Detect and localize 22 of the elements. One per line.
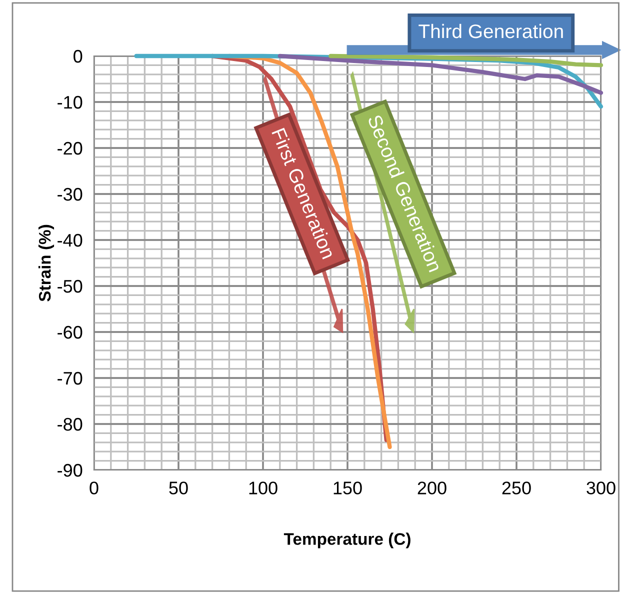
line-series	[328, 54, 604, 68]
y-tick-label: -80	[58, 418, 82, 431]
y-tick-label: -30	[58, 188, 82, 201]
x-tick-label: 150	[334, 482, 362, 494]
x-tick-label: 200	[418, 482, 446, 494]
y-tick-label: -20	[58, 142, 82, 155]
y-tick-label: -40	[58, 234, 82, 247]
line-series	[278, 54, 604, 95]
y-tick-label: -90	[58, 464, 82, 477]
x-tick-label: 100	[249, 482, 278, 494]
x-tick-label: 250	[502, 482, 531, 494]
x-axis-title: Temperature (C)	[284, 532, 410, 548]
text: Third Generation	[418, 24, 563, 38]
y-tick-label: -50	[58, 280, 82, 293]
x-tick-label: 300	[586, 482, 616, 494]
y-axis-title: Strain (%)	[38, 224, 54, 302]
y-tick-label: -60	[58, 326, 82, 339]
x-tick-label: 50	[169, 482, 188, 494]
y-tick-label: -70	[58, 372, 82, 385]
y-tick-label: 0	[74, 50, 82, 63]
x-tick-label: 0	[90, 482, 98, 494]
y-tick-label: -10	[58, 96, 82, 109]
